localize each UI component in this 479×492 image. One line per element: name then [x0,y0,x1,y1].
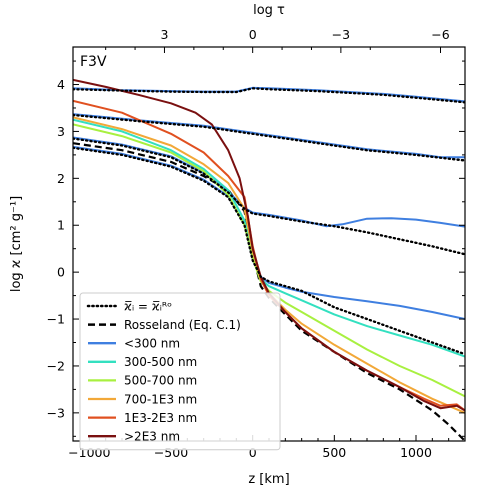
legend-entry-label: <300 nm [124,337,180,351]
legend-entry-label: 1E3-2E3 nm [124,411,197,425]
top-tick-label: −3 [332,27,350,42]
series-line-3-0 [73,118,465,358]
top-tick-label: 3 [160,27,168,42]
x-tick-label: 0 [249,445,257,460]
top-tick-label: −6 [431,27,449,42]
top-tick-label: 0 [249,27,257,42]
legend-entry-label: 500-700 nm [124,374,197,388]
y-tick-label: −3 [47,405,65,420]
y-tick-label: −1 [47,312,65,327]
y-tick-label: 1 [57,218,65,233]
legend-box [79,292,281,451]
legend: ϰ̅ᵢ = ϰ̅ᵢᴿᵒ Rosseland (Eq. C.1) <300 nm 300… [79,292,281,451]
legend-entry-label: >2E3 nm [124,430,180,444]
y-tick-label: −2 [47,358,65,373]
y-tick-label: 3 [57,124,65,139]
top-axis-label: log τ [253,3,285,18]
y-tick-label: 2 [57,171,65,186]
panel-label: F3V [80,54,107,70]
legend-entry-label: ϰ̅ᵢ = ϰ̅ᵢᴿᵒ [124,299,172,313]
y-tick-label: 0 [57,265,65,280]
reference-line-overlay-2 [73,137,465,256]
legend-entry-label: 700-1E3 nm [124,392,197,406]
y-axis-label: log ϰ [cm² g⁻¹] [9,196,24,292]
x-tick-label: 1000 [400,445,432,460]
legend-entry-label: 300-500 nm [124,355,197,369]
legend-entry-label: Rosseland (Eq. C.1) [124,318,241,332]
y-tick-label: 4 [57,77,65,92]
reference-line-overlay-1 [73,113,465,162]
reference-line-overlay-3 [73,146,465,356]
x-tick-label: 500 [322,445,346,460]
x-axis-label: z [km] [248,472,289,487]
reference-line-overlay-0 [73,87,465,104]
series-line-2-2 [73,136,465,228]
